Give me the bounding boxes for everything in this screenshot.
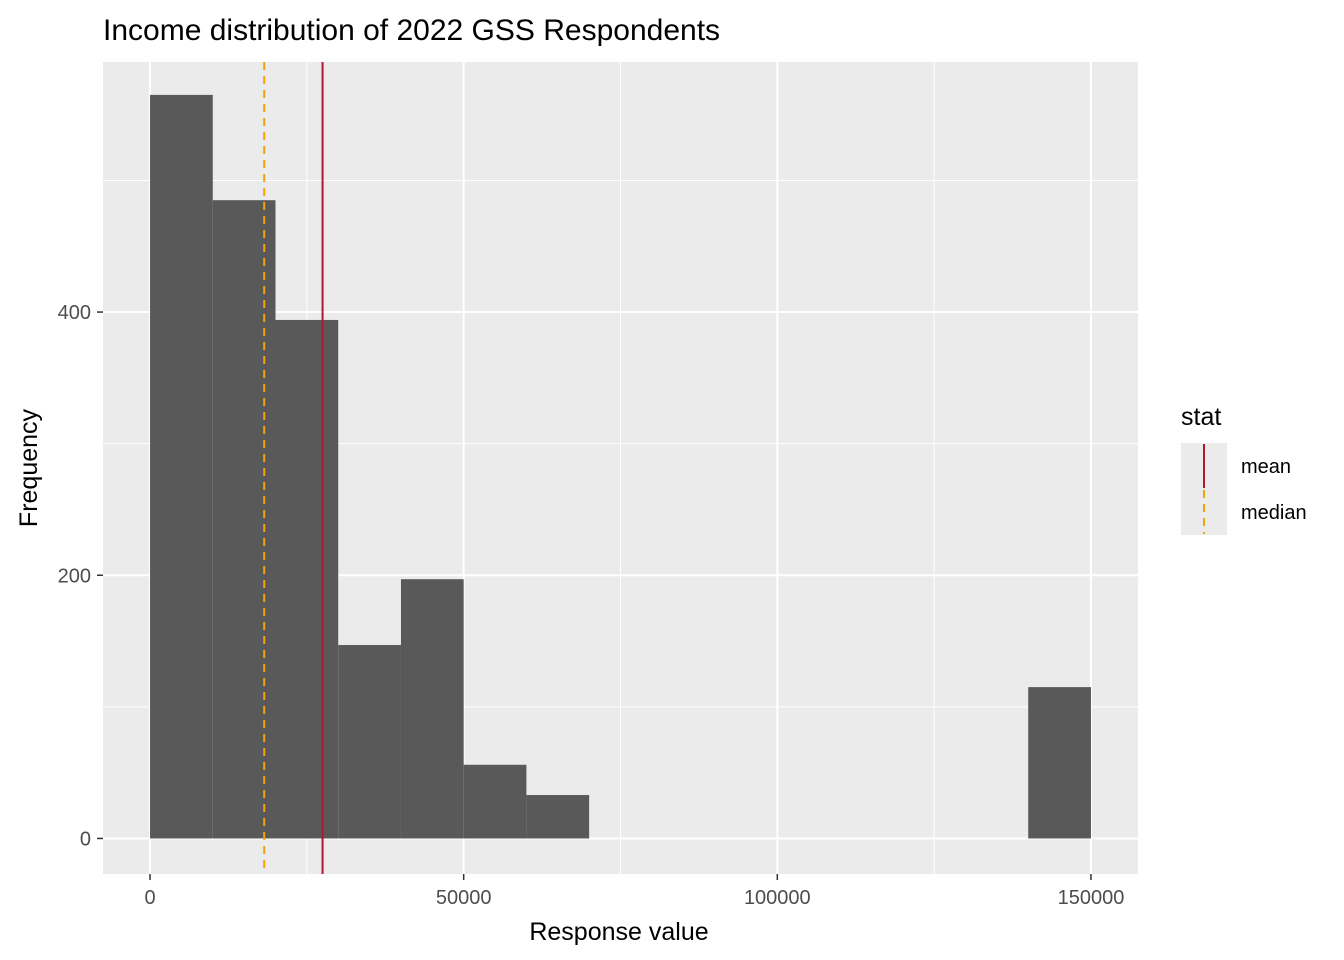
x-tick-label: 100000 xyxy=(744,887,811,909)
histogram-bar xyxy=(338,645,401,839)
x-tick-label: 50000 xyxy=(436,887,492,909)
legend-label-median: median xyxy=(1241,502,1307,524)
reference-lines xyxy=(263,62,324,874)
histogram-bar xyxy=(400,579,464,839)
x-axis-title: Response value xyxy=(529,918,708,946)
histogram-bar xyxy=(212,200,276,839)
histogram-bar xyxy=(150,94,213,839)
x-axis: 0 50000 100000 150000 xyxy=(144,874,1124,909)
legend-keys: mean median xyxy=(1181,443,1307,535)
x-tick-label: 0 xyxy=(144,887,155,909)
y-tick-label: 200 xyxy=(58,565,91,587)
histogram-bar xyxy=(526,795,590,839)
histogram-bars xyxy=(150,94,1091,839)
chart-title: Income distribution of 2022 GSS Responde… xyxy=(103,14,720,47)
histogram-bar xyxy=(1028,687,1091,839)
legend: stat mean median xyxy=(1181,403,1307,535)
legend-label-mean: mean xyxy=(1241,456,1291,478)
histogram-bar xyxy=(275,319,339,839)
x-tick-label: 150000 xyxy=(1058,887,1125,909)
y-axis: 0 200 400 xyxy=(58,302,103,850)
y-axis-title: Frequency xyxy=(15,408,43,527)
histogram-bar xyxy=(463,764,527,839)
y-tick-label: 400 xyxy=(58,302,91,324)
legend-title: stat xyxy=(1181,403,1221,431)
y-tick-label: 0 xyxy=(80,828,91,850)
